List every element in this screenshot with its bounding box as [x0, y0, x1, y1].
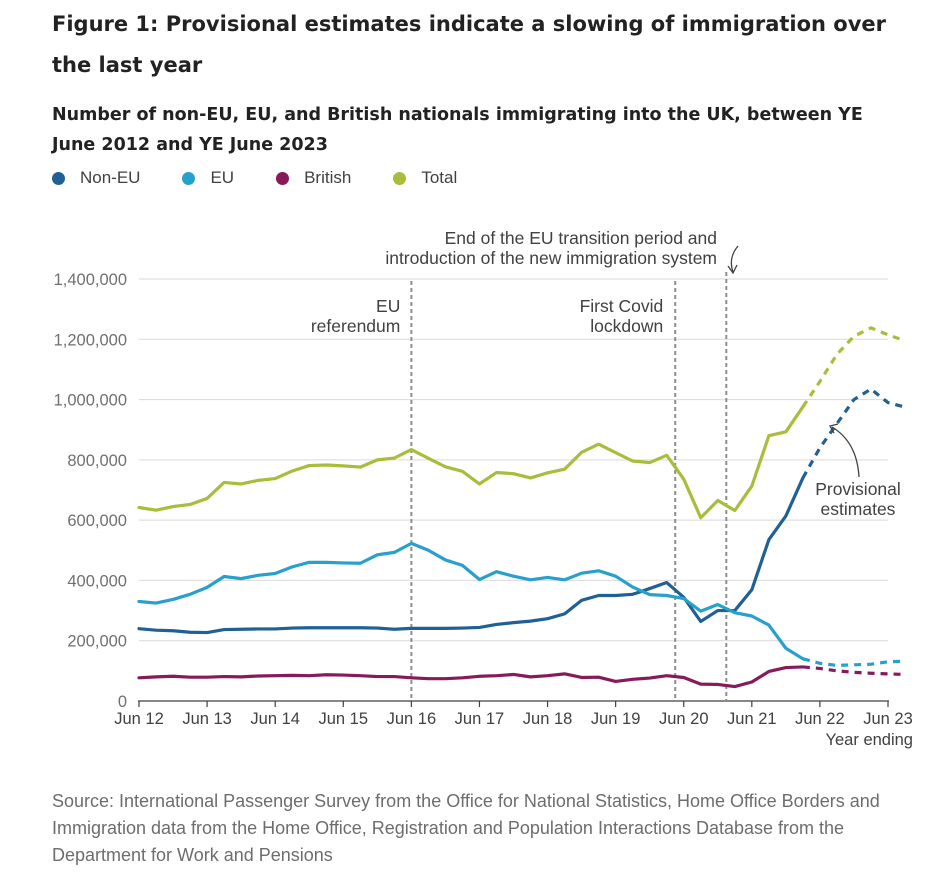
x-tick-label: Jun 14: [250, 710, 300, 728]
reference-label: EU: [376, 296, 400, 316]
x-tick-label: Jun 23: [863, 710, 913, 728]
reference-label: End of the EU transition period and: [445, 228, 717, 248]
legend-marker-eu: [182, 171, 196, 185]
legend-item-british: British: [276, 168, 351, 188]
reference-label: introduction of the new immigration syst…: [385, 248, 717, 268]
legend-marker-british: [276, 171, 290, 185]
legend-marker-total: [393, 171, 407, 185]
x-tick-label: Jun 12: [114, 710, 164, 728]
x-tick-label: Jun 15: [318, 710, 368, 728]
x-tick-label: Jun 18: [523, 710, 573, 728]
series-line-british: [137, 665, 805, 689]
reference-label: First Covid: [580, 296, 664, 316]
y-tick-label: 200,000: [67, 633, 127, 651]
legend-marker-non-eu: [52, 171, 65, 185]
x-tick-label: Jun 19: [591, 710, 641, 728]
provisional-line-british: [802, 665, 906, 677]
provisional-line-non-eu: [801, 387, 906, 479]
chart-subtitle: Number of non-EU, EU, and British nation…: [52, 105, 863, 155]
x-tick-label: Jun 20: [659, 710, 709, 728]
reference-arrowhead: [727, 264, 738, 275]
legend-item-total: Total: [393, 168, 457, 188]
source-note: Source: International Passenger Survey f…: [52, 791, 880, 865]
x-axis-title: Year ending: [826, 731, 913, 749]
annotation-label: Provisional: [815, 479, 901, 499]
y-tick-label: 400,000: [67, 572, 127, 590]
x-tick-label: Jun 17: [455, 710, 505, 728]
x-tick-label: Jun 22: [795, 710, 845, 728]
reference-label: lockdown: [590, 316, 663, 336]
x-tick-label: Jun 16: [387, 710, 437, 728]
y-tick-label: 600,000: [67, 512, 127, 530]
annotation-arrow: [831, 426, 860, 478]
series-line-eu: [137, 541, 805, 661]
legend-label-british: British: [304, 168, 352, 187]
y-tick-label: 1,000,000: [54, 392, 127, 410]
annotation-label: estimates: [821, 499, 896, 519]
annotation-arrowhead: [829, 423, 839, 434]
legend-item-eu: EU: [182, 168, 234, 188]
reference-arrow: [730, 245, 739, 273]
series-line-non-eu: [137, 476, 805, 635]
y-tick-label: 1,400,000: [54, 271, 127, 289]
series-line-total: [137, 405, 805, 520]
legend: Non-EU EU British Total: [52, 168, 499, 188]
provisional-line-eu: [802, 657, 906, 668]
x-tick-label: Jun 21: [727, 710, 777, 728]
reference-label: referendum: [311, 316, 401, 336]
y-tick-label: 1,200,000: [54, 331, 127, 349]
y-tick-label: 0: [118, 693, 127, 711]
line-chart: 0 200,000 400,000 600,000 800,000 1,000,000 1,…: [54, 228, 913, 749]
x-tick-label: Jun 13: [182, 710, 232, 728]
figure-title: Figure 1: Provisional estimates indicate…: [52, 12, 887, 77]
legend-label-total: Total: [421, 168, 458, 187]
provisional-line-total: [801, 326, 906, 408]
legend-label-non-eu: Non-EU: [80, 168, 141, 187]
y-tick-label: 800,000: [67, 452, 127, 470]
legend-item-non-eu: Non-EU: [52, 168, 140, 188]
legend-label-eu: EU: [210, 168, 235, 187]
